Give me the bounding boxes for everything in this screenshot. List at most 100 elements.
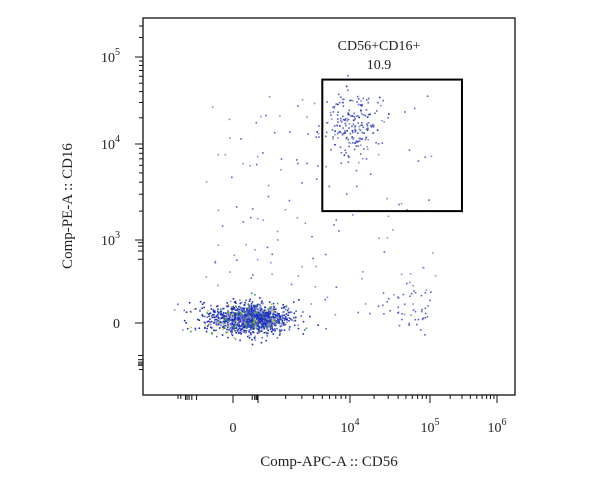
data-point	[233, 327, 235, 330]
data-point	[244, 313, 247, 316]
data-point	[247, 316, 250, 318]
data-point	[223, 322, 226, 324]
data-point	[234, 308, 236, 311]
gate-rectangle[interactable]	[321, 78, 463, 213]
data-point	[388, 113, 390, 115]
data-point	[289, 131, 291, 133]
data-point	[282, 311, 284, 314]
data-point	[231, 329, 233, 331]
data-point	[242, 221, 245, 223]
data-point	[256, 217, 259, 220]
data-point	[361, 131, 364, 134]
data-point	[354, 118, 356, 120]
data-point	[358, 128, 361, 131]
data-point	[331, 129, 334, 131]
data-point	[240, 307, 242, 310]
data-point	[356, 101, 358, 103]
data-point	[349, 132, 352, 135]
data-point	[306, 162, 308, 165]
data-point	[360, 100, 362, 102]
data-point	[351, 125, 353, 128]
data-point	[265, 331, 267, 334]
data-point	[363, 132, 365, 134]
data-point	[251, 315, 253, 318]
data-point	[275, 321, 277, 324]
data-point	[250, 277, 253, 279]
data-point	[274, 319, 276, 322]
data-point	[344, 130, 346, 132]
data-point	[260, 341, 263, 344]
data-point	[352, 131, 354, 134]
data-point	[227, 336, 229, 339]
data-point	[265, 114, 267, 117]
y-axis-tick-labels: 0 103 104 105	[101, 47, 120, 332]
data-point	[214, 316, 216, 319]
data-point	[365, 128, 368, 130]
data-point	[413, 107, 416, 110]
data-point	[409, 281, 411, 284]
data-point	[243, 329, 245, 332]
data-point	[243, 307, 246, 309]
data-point	[272, 328, 274, 331]
data-point	[363, 114, 365, 116]
data-point	[231, 322, 234, 324]
data-point	[264, 322, 266, 324]
data-point	[268, 324, 270, 326]
data-point	[247, 312, 249, 315]
data-point	[280, 158, 283, 160]
data-point	[233, 324, 235, 327]
data-point	[173, 309, 176, 311]
data-point	[383, 313, 385, 315]
data-point	[334, 130, 336, 132]
data-point	[234, 316, 236, 318]
data-point	[352, 141, 354, 144]
data-point	[345, 85, 348, 88]
data-point	[375, 141, 377, 144]
data-point	[258, 330, 260, 333]
data-point	[253, 313, 255, 315]
data-point	[194, 327, 197, 330]
data-point	[291, 319, 293, 321]
data-point	[402, 293, 405, 296]
data-point	[276, 327, 278, 330]
data-point	[259, 330, 261, 333]
data-point	[295, 310, 297, 312]
data-point	[204, 327, 206, 329]
data-point	[274, 316, 276, 319]
data-point	[210, 327, 213, 329]
data-point	[263, 318, 265, 320]
data-point	[240, 312, 243, 314]
data-point	[283, 314, 286, 317]
data-point	[231, 313, 234, 315]
data-point	[271, 321, 273, 324]
data-point	[260, 313, 263, 316]
data-point	[259, 305, 262, 307]
data-point	[355, 169, 358, 172]
data-point	[276, 319, 278, 322]
data-point	[223, 312, 225, 314]
data-point	[237, 316, 240, 319]
data-point	[243, 311, 245, 313]
data-point	[267, 320, 270, 322]
data-point	[233, 254, 235, 257]
data-point	[260, 314, 262, 317]
data-point	[249, 165, 251, 167]
data-point	[421, 310, 423, 313]
data-point	[220, 317, 222, 320]
data-point	[231, 307, 234, 310]
data-point	[217, 319, 219, 322]
data-point	[248, 337, 251, 339]
data-point	[226, 320, 228, 323]
data-point	[398, 203, 400, 206]
data-point	[216, 335, 218, 338]
data-point	[259, 321, 261, 323]
data-point	[227, 313, 230, 315]
data-point	[351, 137, 353, 139]
data-point	[236, 323, 239, 326]
data-point	[271, 327, 273, 329]
data-point	[359, 144, 362, 146]
data-point	[225, 315, 228, 317]
data-point	[227, 331, 229, 334]
data-point	[242, 319, 245, 321]
